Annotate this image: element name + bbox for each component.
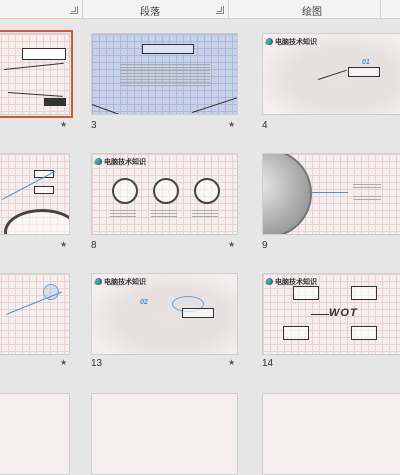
circle-shape [194, 178, 220, 204]
caption-text [192, 210, 218, 219]
slide-shape [351, 326, 377, 340]
slide-transition-star-icon[interactable]: ★ [60, 358, 68, 367]
slide-body-text [120, 64, 210, 88]
logo-icon [265, 278, 273, 285]
slide-thumbnail[interactable] [91, 33, 238, 115]
slide-transition-star-icon[interactable]: ★ [228, 120, 236, 129]
arrow-line [311, 314, 329, 315]
circle-shape [153, 178, 179, 204]
logo-icon [265, 38, 273, 45]
circle-shape [112, 178, 138, 204]
slide-thumbnail[interactable] [0, 273, 70, 355]
slide-shape [182, 308, 214, 318]
slide-thumbnail[interactable]: 电脑技术知识 01 [262, 33, 400, 115]
caption-text [151, 210, 177, 219]
slide-thumbnail[interactable] [0, 393, 70, 475]
grid-background [0, 274, 69, 354]
slide-transition-star-icon[interactable]: ★ [228, 358, 236, 367]
ribbon-separator [82, 0, 83, 18]
target-shape [43, 284, 59, 300]
slide-number: 13 [91, 358, 103, 369]
slide-shape [348, 67, 380, 77]
ribbon-group-paragraph: 段落 [140, 7, 160, 18]
logo-icon [94, 158, 102, 165]
slide-number: 8 [91, 240, 97, 251]
paragraph-dialog-launcher-icon[interactable] [216, 6, 224, 14]
slide-transition-star-icon[interactable]: ★ [60, 120, 68, 129]
slide-number: 4 [262, 120, 268, 131]
slide-transition-star-icon[interactable]: ★ [228, 240, 236, 249]
slide-title: 电脑技术知识 [104, 159, 146, 166]
slide-shape [22, 48, 66, 60]
slide-thumbnail[interactable]: 电脑技术知识 WOT [262, 273, 400, 355]
slide-shape [283, 326, 309, 340]
slide-badge: 01 [362, 59, 370, 66]
logo-icon [94, 278, 102, 285]
ribbon-dialog-launcher-icon[interactable] [70, 6, 78, 14]
ribbon-bar: 段落 绘图 [0, 0, 400, 19]
slide-number: 3 [91, 120, 97, 131]
slide-thumbnail[interactable]: 电脑技术知识 02 [91, 273, 238, 355]
caption-text [353, 196, 381, 202]
slide-thumbnail[interactable]: 电脑技术知识 [91, 153, 238, 235]
slide-logo-text: WOT [329, 307, 358, 319]
slide-title: 电脑技术知识 [275, 39, 317, 46]
slide-title: 电脑技术知识 [275, 279, 317, 286]
slide-title-bar [142, 44, 194, 54]
slide-transition-star-icon[interactable]: ★ [60, 240, 68, 249]
ribbon-group-drawing: 绘图 [302, 7, 322, 18]
slide-number: 14 [262, 358, 274, 369]
slide-title: 电脑技术知识 [104, 279, 146, 286]
grid-background [263, 274, 400, 354]
ribbon-separator [380, 0, 381, 18]
ribbon-separator [228, 0, 229, 18]
slide-shape [34, 186, 54, 194]
slide-thumbnail[interactable] [0, 153, 70, 235]
slide-shape [44, 98, 66, 106]
slide-thumbnail[interactable] [0, 30, 73, 118]
caption-text [110, 210, 136, 219]
slide-shape [293, 286, 319, 300]
slide-badge: 02 [140, 299, 148, 306]
slide-thumbnail[interactable] [91, 393, 238, 475]
arrow-line [308, 192, 348, 193]
slide-shape [351, 286, 377, 300]
slide-thumbnail[interactable] [262, 153, 400, 235]
slide-thumbnail[interactable] [262, 393, 400, 475]
slide-number: 9 [262, 240, 268, 251]
caption-text [353, 184, 381, 190]
